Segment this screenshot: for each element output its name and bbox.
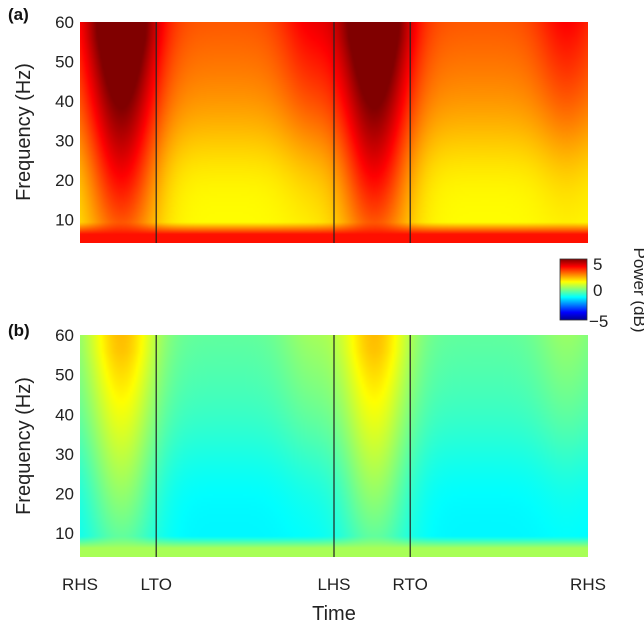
y-tick-b-20: 20 xyxy=(55,485,74,504)
colorbar-tick-max: 5 xyxy=(593,255,602,274)
y-tick-a-20: 20 xyxy=(55,171,74,190)
y-tick-b-40: 40 xyxy=(55,405,74,424)
panel-a: (a) 10 20 30 40 50 60 Frequency (Hz) xyxy=(8,5,588,243)
panel-b-y-axis-label: Frequency (Hz) xyxy=(13,377,35,515)
y-tick-b-10: 10 xyxy=(55,524,74,543)
y-tick-a-10: 10 xyxy=(55,210,74,229)
colorbar-gradient xyxy=(559,258,588,321)
x-tick-4: RHS xyxy=(570,575,606,594)
panel-b: (b) 10 20 30 40 50 60 Frequency (Hz) xyxy=(8,321,588,557)
x-axis-label: Time xyxy=(312,603,356,625)
y-tick-b-30: 30 xyxy=(55,445,74,464)
y-tick-a-60: 60 xyxy=(55,13,74,32)
x-tick-2: LHS xyxy=(317,575,350,594)
y-tick-b-60: 60 xyxy=(55,326,74,345)
colorbar: 5 0 −5 Power (dB) xyxy=(559,247,644,333)
colorbar-label: Power (dB) xyxy=(630,247,644,332)
panel-a-y-ticks: 10 20 30 40 50 60 xyxy=(55,13,74,229)
panel-b-event-lines xyxy=(155,335,411,557)
x-tick-0: RHS xyxy=(62,575,98,594)
colorbar-tick-zero: 0 xyxy=(593,281,602,300)
y-tick-a-30: 30 xyxy=(55,131,74,150)
panel-a-y-axis-label: Frequency (Hz) xyxy=(13,63,35,201)
y-tick-b-50: 50 xyxy=(55,366,74,385)
x-axis-ticks: RHS LTO LHS RTO RHS xyxy=(62,575,606,594)
x-tick-1: LTO xyxy=(140,575,172,594)
panel-b-label: (b) xyxy=(8,321,30,340)
panel-a-label: (a) xyxy=(8,5,29,24)
x-tick-3: RTO xyxy=(393,575,428,594)
y-tick-a-40: 40 xyxy=(55,92,74,111)
panel-b-y-ticks: 10 20 30 40 50 60 xyxy=(55,326,74,543)
y-tick-a-50: 50 xyxy=(55,52,74,71)
panel-a-event-lines xyxy=(155,22,411,243)
colorbar-tick-min: −5 xyxy=(589,312,608,331)
